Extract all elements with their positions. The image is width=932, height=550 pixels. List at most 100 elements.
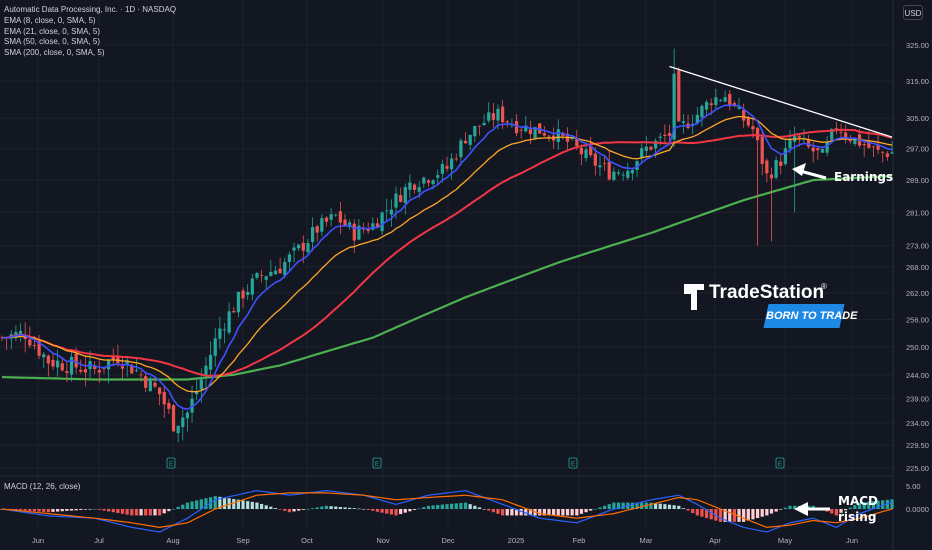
time-axis[interactable]: Jun Jul Aug Sep Oct Nov Dec 2025 Feb Mar Apr May Jun bbox=[32, 536, 858, 545]
candle-body bbox=[32, 345, 37, 346]
candle-body bbox=[287, 254, 292, 263]
macd-histogram-bar bbox=[681, 508, 686, 509]
candle-body bbox=[514, 121, 519, 134]
time-tick-label: 2025 bbox=[508, 536, 525, 545]
legend-macd[interactable]: MACD (12, 26, close) bbox=[4, 482, 81, 491]
candle-body bbox=[528, 129, 533, 135]
candle-body bbox=[505, 121, 509, 123]
price-tick-label: 315.00 bbox=[906, 77, 929, 86]
brand-name: TradeStation bbox=[709, 282, 825, 303]
macd-histogram-bar bbox=[324, 505, 329, 509]
price-tick-label: 239.00 bbox=[906, 395, 929, 404]
macd-histogram-bar bbox=[677, 505, 681, 509]
macd-histogram-bar bbox=[259, 503, 264, 509]
candle-body bbox=[199, 379, 203, 390]
legend-sma200[interactable]: SMA (200, close, 0, SMA, 5) bbox=[4, 48, 105, 58]
candle-body bbox=[681, 121, 686, 123]
currency-button[interactable]: USD bbox=[903, 5, 923, 20]
candle-body bbox=[477, 125, 482, 127]
candle-body bbox=[811, 147, 815, 152]
candle-body bbox=[704, 101, 709, 110]
candle-body bbox=[612, 171, 616, 180]
macd-histogram-bar bbox=[584, 509, 588, 513]
legend-sma50[interactable]: SMA (50, close, 0, SMA, 5) bbox=[4, 37, 101, 47]
resistance-trendline bbox=[669, 65, 893, 138]
price-tick-label: 262.00 bbox=[906, 289, 929, 298]
macd-histogram-bar bbox=[602, 505, 607, 509]
macd-annotation-line1: MACD bbox=[838, 494, 878, 508]
macd-histogram-bar bbox=[93, 509, 97, 510]
time-tick-label: Dec bbox=[441, 536, 455, 545]
macd-histogram-bar bbox=[779, 509, 783, 510]
candle-body bbox=[825, 141, 829, 153]
symbol-title[interactable]: Automatic Data Processing, Inc. · 1D · N… bbox=[4, 5, 177, 14]
macd-histogram-bar bbox=[125, 509, 129, 515]
candle-body bbox=[273, 270, 278, 275]
candle-body bbox=[153, 382, 157, 387]
macd-panel bbox=[0, 489, 894, 533]
macd-histogram-bar bbox=[218, 496, 222, 509]
macd-histogram-bar bbox=[385, 509, 389, 514]
macd-histogram-bar bbox=[440, 504, 444, 509]
candle-body bbox=[667, 133, 672, 136]
candle-body bbox=[445, 165, 449, 169]
candle-body bbox=[204, 365, 208, 375]
macd-histogram-bar bbox=[56, 509, 60, 512]
macd-histogram-bar bbox=[83, 509, 88, 510]
candle-body bbox=[542, 133, 546, 136]
macd-histogram-bar bbox=[505, 509, 509, 516]
candle-body bbox=[769, 174, 774, 179]
macd-histogram-bar bbox=[408, 509, 412, 512]
macd-histogram-bar bbox=[412, 509, 417, 510]
price-tick-label: 281.00 bbox=[906, 208, 929, 217]
candle-body bbox=[658, 136, 662, 138]
candle-body bbox=[320, 218, 324, 232]
candle-body bbox=[357, 225, 361, 240]
macd-histogram-bar bbox=[361, 509, 366, 510]
candle-body bbox=[533, 127, 537, 138]
macd-histogram-bar bbox=[380, 509, 384, 513]
macd-histogram-bar bbox=[389, 509, 393, 515]
macd-histogram-bar bbox=[348, 507, 352, 509]
time-tick-label: Feb bbox=[573, 536, 586, 545]
candle-body bbox=[292, 247, 296, 251]
macd-histogram-bar bbox=[232, 498, 236, 509]
macd-histogram-bar bbox=[834, 509, 838, 516]
candle-body bbox=[51, 359, 55, 367]
candle-body bbox=[709, 103, 713, 106]
candle-body bbox=[338, 211, 343, 223]
candle-body bbox=[871, 146, 876, 148]
macd-histogram-bar bbox=[468, 504, 472, 509]
macd-histogram-bar bbox=[769, 509, 774, 514]
price-axis[interactable]: 325.00 315.00 305.00 297.00 289.00 281.00 273.… bbox=[906, 41, 929, 514]
price-tick-label: 225.00 bbox=[906, 464, 929, 473]
candle-body bbox=[28, 339, 32, 346]
macd-histogram-bar bbox=[181, 504, 185, 509]
macd-histogram-bar bbox=[450, 503, 454, 509]
candle-body bbox=[454, 158, 458, 160]
candle-body bbox=[42, 354, 46, 358]
candle-body bbox=[185, 412, 190, 419]
macd-histogram-bar bbox=[264, 505, 268, 509]
candle-body bbox=[556, 129, 560, 143]
macd-histogram-bar bbox=[255, 502, 259, 509]
candle-body bbox=[324, 217, 329, 222]
macd-histogram-bar bbox=[482, 509, 486, 510]
earnings-marker-glyph: E bbox=[375, 462, 379, 468]
candle-body bbox=[297, 244, 301, 249]
candle-body bbox=[195, 391, 199, 395]
candle-body bbox=[450, 158, 454, 170]
candle-body bbox=[755, 127, 760, 141]
candle-body bbox=[797, 135, 801, 138]
price-tick-label: 289.00 bbox=[906, 176, 929, 185]
legend-ema8[interactable]: EMA (8, close, 0, SMA, 5) bbox=[4, 15, 96, 25]
macd-histogram-bar bbox=[514, 509, 519, 516]
candle-body bbox=[783, 148, 788, 165]
macd-histogram-bar bbox=[598, 507, 602, 509]
macd-histogram-bar bbox=[616, 502, 621, 509]
macd-histogram-bar bbox=[871, 501, 876, 509]
legend-ema21[interactable]: EMA (21, close, 0, SMA, 5) bbox=[4, 26, 101, 36]
candle-body bbox=[315, 226, 319, 233]
